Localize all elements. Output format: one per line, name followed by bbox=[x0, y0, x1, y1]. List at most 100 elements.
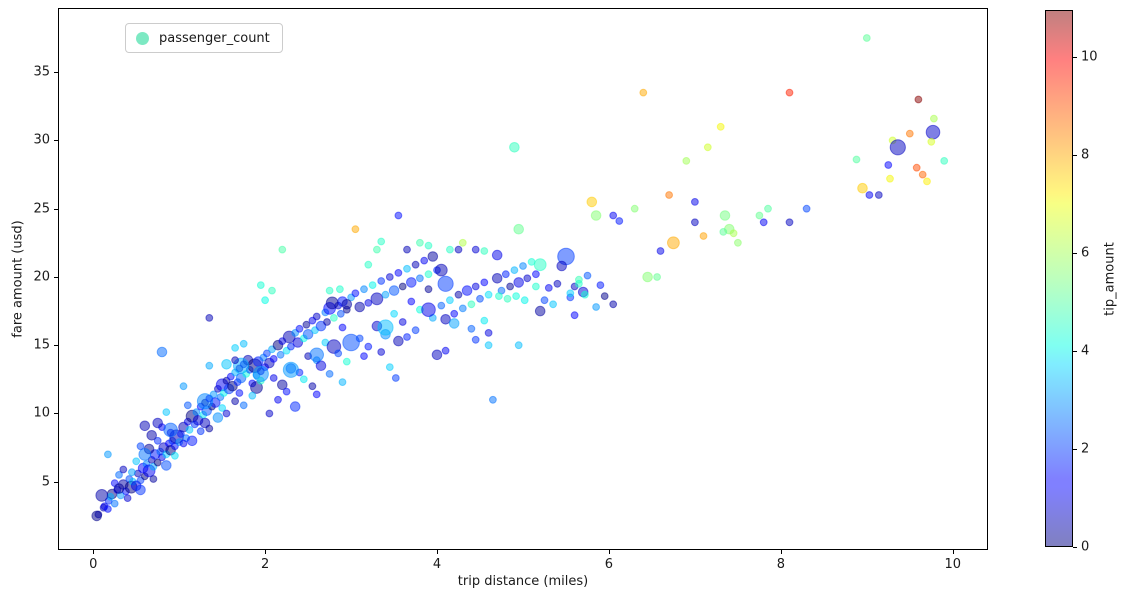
scatter-point bbox=[513, 277, 525, 288]
scatter-point bbox=[532, 282, 540, 291]
scatter-point bbox=[424, 285, 433, 294]
tick-mark bbox=[437, 550, 439, 554]
scatter-point bbox=[484, 290, 493, 299]
scatter-point bbox=[437, 275, 454, 292]
scatter-point bbox=[446, 296, 454, 305]
tick-mark bbox=[608, 550, 610, 554]
scatter-point bbox=[596, 281, 605, 290]
scatter-point bbox=[153, 436, 162, 445]
colorbar-label: tip_amount bbox=[1102, 242, 1118, 316]
tick-mark bbox=[93, 550, 95, 554]
scatter-point bbox=[325, 370, 334, 378]
scatter-point bbox=[292, 337, 304, 348]
scatter-point bbox=[302, 329, 314, 340]
scatter-point bbox=[480, 278, 489, 287]
scatter-point bbox=[398, 282, 407, 291]
scatter-point bbox=[930, 114, 938, 123]
scatter-point bbox=[123, 494, 132, 503]
scatter-point bbox=[370, 292, 384, 306]
legend: passenger_count bbox=[125, 23, 283, 53]
scatter-point bbox=[566, 289, 575, 298]
colorbar-tick-label: 10 bbox=[1081, 49, 1098, 65]
scatter-point bbox=[510, 266, 519, 275]
scatter-point bbox=[691, 198, 699, 206]
scatter-point bbox=[514, 341, 523, 350]
scatter-point bbox=[925, 124, 941, 140]
scatter-point bbox=[857, 182, 868, 194]
scatter-point bbox=[153, 458, 162, 467]
scatter-point bbox=[156, 346, 168, 358]
scatter-point bbox=[403, 245, 411, 254]
scatter-point bbox=[940, 157, 949, 165]
tick-mark bbox=[1073, 351, 1077, 352]
scatter-point bbox=[420, 256, 429, 265]
scatter-point bbox=[450, 309, 459, 318]
scatter-point bbox=[519, 262, 527, 270]
scatter-point bbox=[179, 382, 188, 391]
scatter-point bbox=[918, 170, 927, 179]
scatter-point bbox=[509, 142, 520, 153]
scatter-point bbox=[506, 282, 515, 291]
tick-mark bbox=[54, 481, 58, 483]
scatter-point bbox=[360, 285, 368, 294]
scatter-point bbox=[295, 324, 304, 333]
scatter-point bbox=[287, 342, 295, 351]
tick-mark bbox=[1073, 155, 1077, 157]
scatter-point bbox=[592, 303, 600, 311]
scatter-point bbox=[139, 420, 151, 432]
scatter-point bbox=[336, 285, 344, 294]
scatter-point bbox=[398, 318, 407, 326]
scatter-point bbox=[113, 483, 125, 494]
scatter-point bbox=[252, 365, 269, 382]
scatter-point bbox=[338, 378, 347, 387]
scatter-point bbox=[609, 211, 618, 220]
scatter-point bbox=[274, 395, 282, 404]
scatter-point bbox=[364, 299, 373, 307]
scatter-point bbox=[196, 393, 214, 410]
scatter-point bbox=[540, 296, 549, 305]
scatter-point bbox=[282, 361, 299, 378]
scatter-point bbox=[132, 457, 141, 466]
scatter-point bbox=[549, 300, 558, 309]
tick-mark bbox=[1073, 449, 1077, 450]
scatter-point bbox=[581, 290, 589, 299]
scatter-point bbox=[852, 155, 861, 164]
scatter-point bbox=[884, 161, 893, 169]
scatter-points-layer bbox=[91, 34, 949, 522]
scatter-point bbox=[407, 297, 416, 306]
scatter-point bbox=[458, 304, 467, 313]
scatter-point bbox=[729, 229, 738, 238]
scatter-point bbox=[330, 314, 338, 322]
tick-mark bbox=[54, 345, 58, 347]
scatter-point bbox=[299, 375, 308, 384]
scatter-point bbox=[268, 286, 276, 295]
scatter-point bbox=[161, 460, 172, 471]
scatter-point bbox=[277, 379, 288, 391]
tick-mark bbox=[54, 72, 58, 74]
scatter-point bbox=[152, 417, 163, 429]
scatter-point bbox=[231, 344, 240, 352]
y-tick-label: 5 bbox=[41, 474, 50, 490]
scatter-point bbox=[755, 211, 764, 220]
scatter-point bbox=[323, 318, 331, 326]
legend-marker-icon bbox=[136, 31, 149, 45]
y-tick-label: 20 bbox=[33, 269, 50, 285]
scatter-point bbox=[393, 335, 404, 347]
y-tick-label: 35 bbox=[33, 64, 50, 80]
scatter-point bbox=[149, 475, 158, 483]
tick-mark bbox=[54, 276, 58, 278]
scatter-point bbox=[570, 311, 579, 320]
scatter-point bbox=[338, 323, 347, 332]
scatter-point bbox=[639, 88, 648, 97]
scatter-point bbox=[406, 277, 417, 288]
scatter-point bbox=[342, 357, 351, 366]
scatter-point bbox=[394, 269, 403, 277]
tick-mark bbox=[54, 140, 58, 142]
scatter-point bbox=[269, 374, 278, 382]
scatter-point bbox=[138, 448, 152, 461]
scatter-point bbox=[703, 143, 712, 152]
scatter-point bbox=[239, 401, 248, 410]
scatter-point bbox=[265, 409, 274, 418]
scatter-point bbox=[385, 273, 394, 281]
scatter-point bbox=[309, 347, 325, 363]
